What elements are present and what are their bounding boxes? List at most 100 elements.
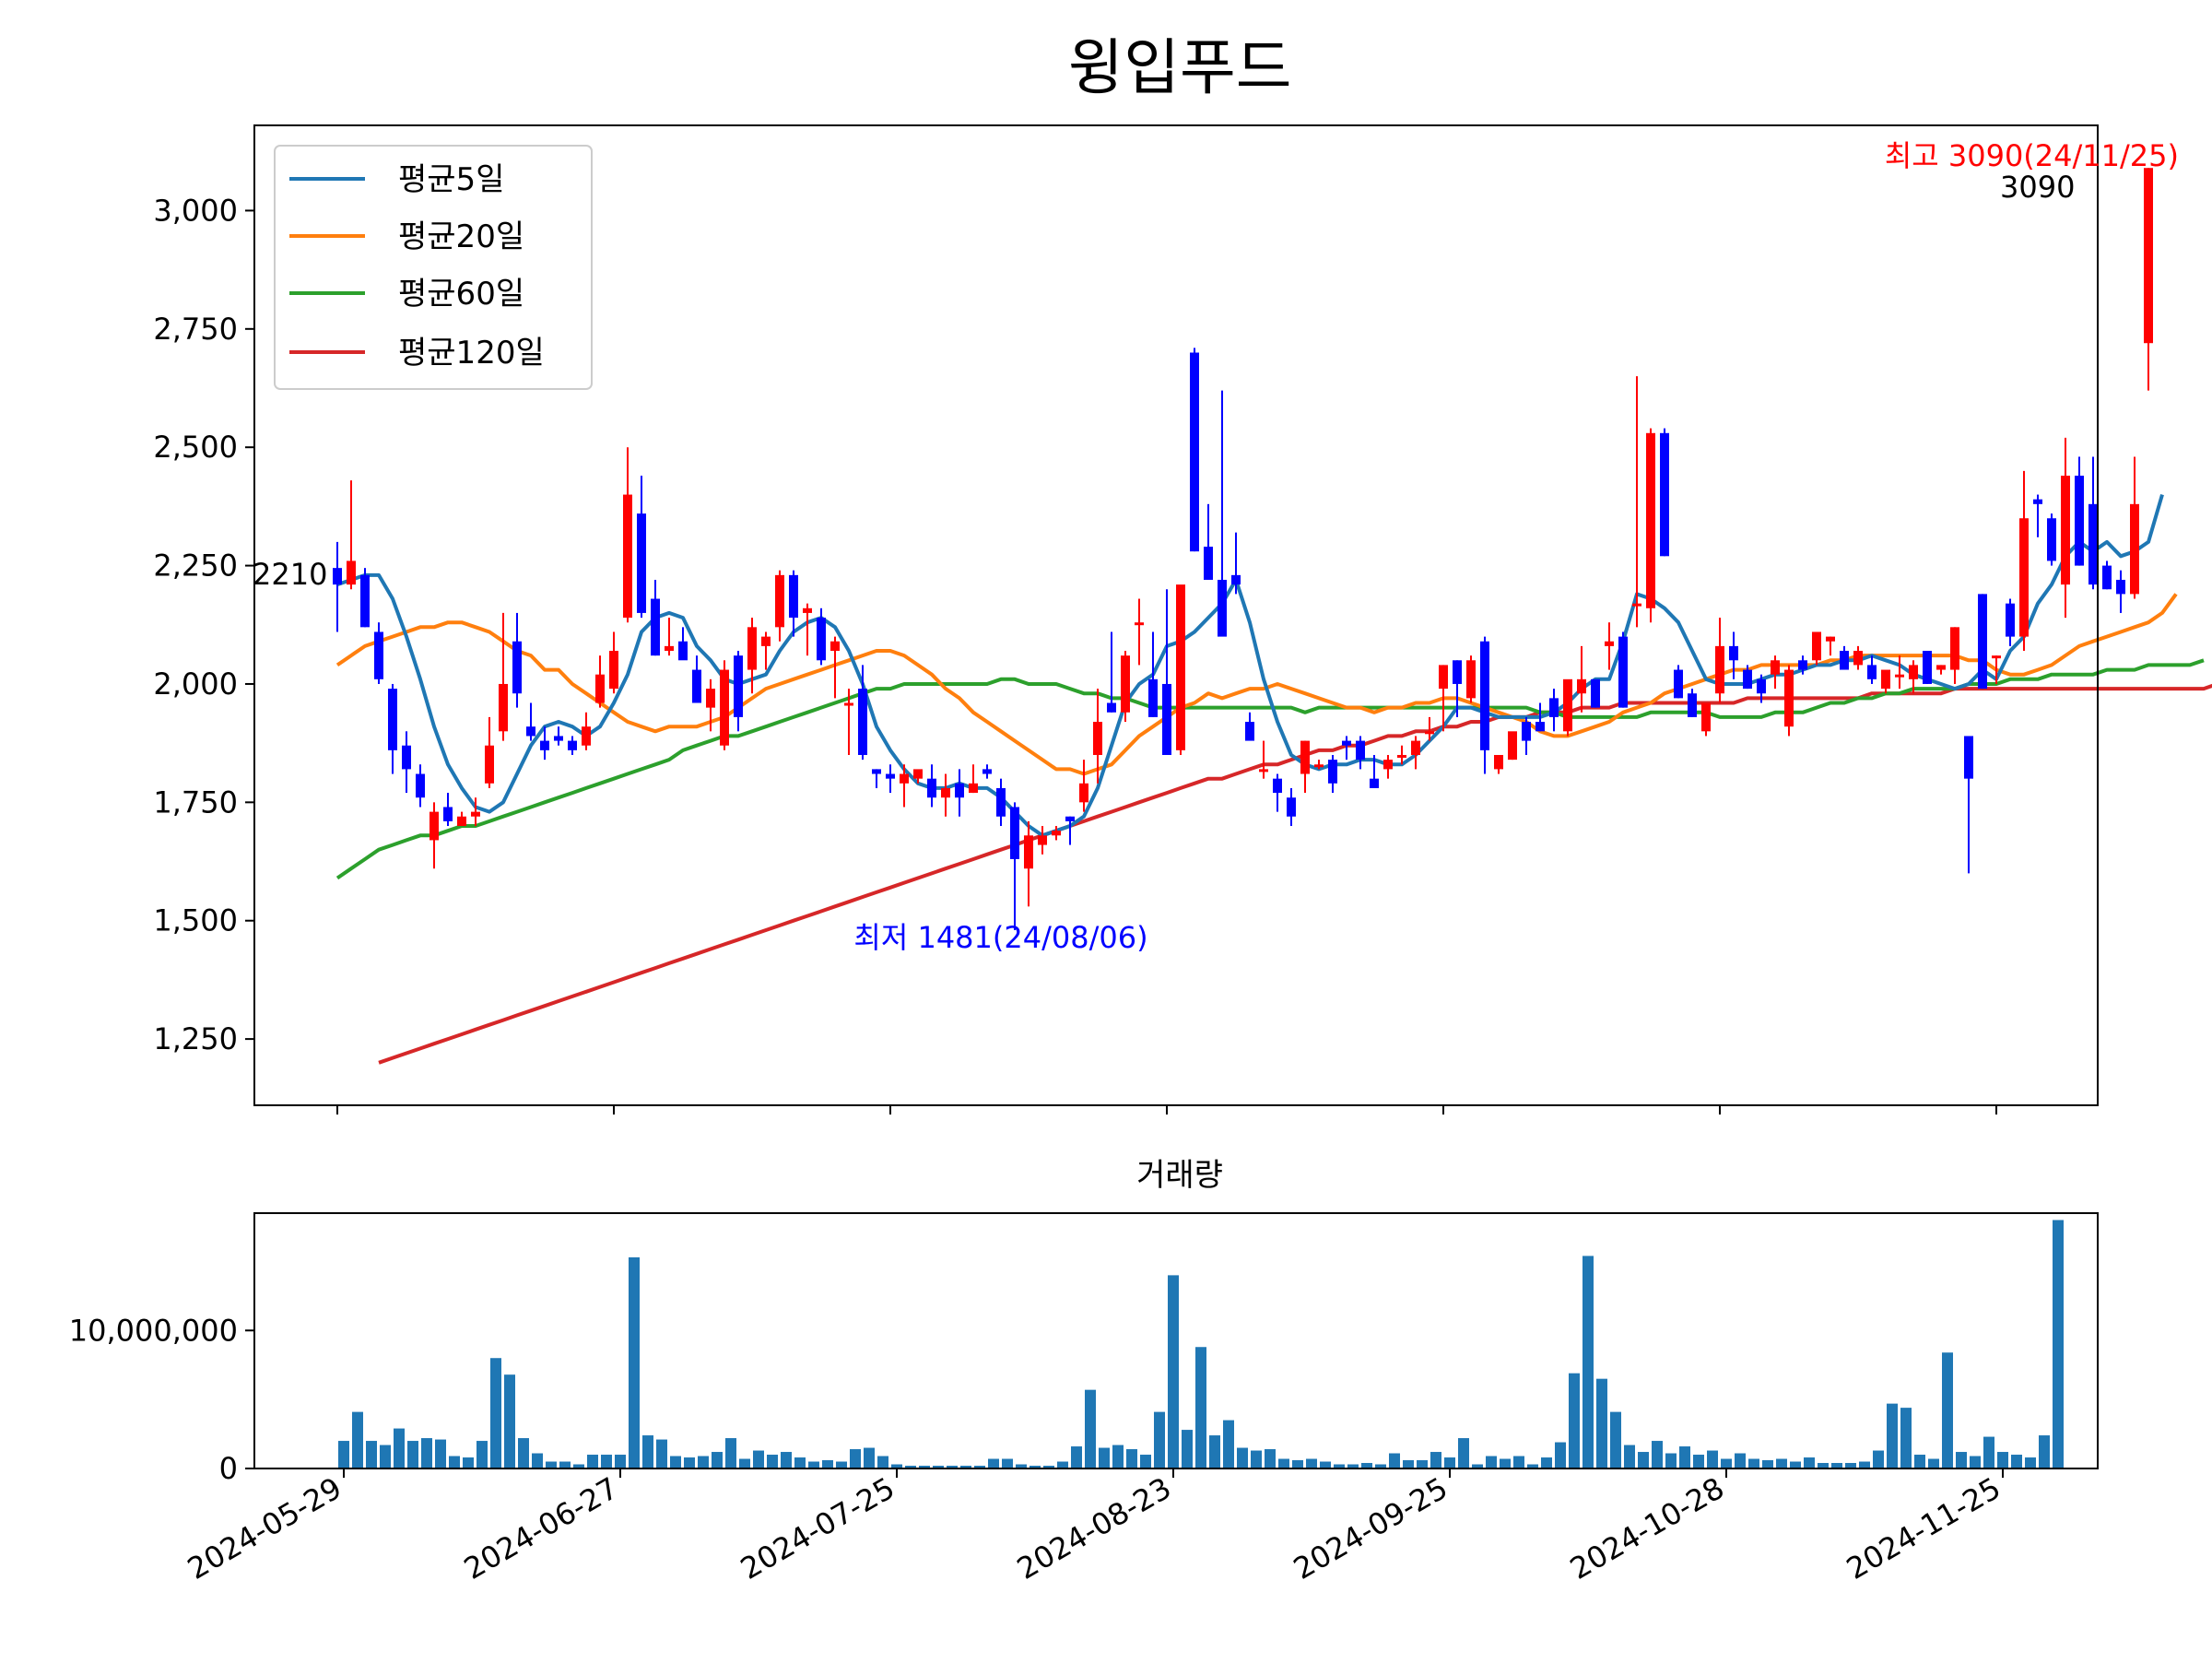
candle xyxy=(1453,660,1462,717)
volume-bar xyxy=(1154,1411,1165,1468)
candle xyxy=(830,636,840,699)
volume-bar xyxy=(905,1466,916,1468)
candle xyxy=(2075,456,2084,566)
candle-body xyxy=(1190,352,1199,552)
volume-bar xyxy=(767,1455,778,1468)
volume-bar xyxy=(366,1441,377,1468)
candle xyxy=(1978,594,1987,690)
candle-body xyxy=(347,560,356,585)
candle xyxy=(623,447,632,623)
candle xyxy=(416,764,425,808)
candle-body xyxy=(747,627,757,670)
candle-body xyxy=(333,568,342,585)
candle xyxy=(651,579,660,656)
candle xyxy=(969,764,978,794)
candle-body xyxy=(457,816,466,827)
price-y-tick-label: 2,000 xyxy=(153,666,238,702)
legend-entry-ma120: 평균120일 xyxy=(289,335,545,372)
volume-bar xyxy=(656,1439,667,1468)
candle-body xyxy=(706,689,715,708)
candle xyxy=(1176,584,1185,755)
volume-bar xyxy=(1403,1460,1414,1468)
candle xyxy=(1383,754,1393,779)
candle-body xyxy=(2033,499,2042,504)
candle-body xyxy=(2047,518,2056,561)
candle-body xyxy=(471,811,480,817)
volume-bar xyxy=(1665,1453,1677,1468)
candle xyxy=(1826,636,1835,656)
candle-body xyxy=(1093,722,1102,755)
candle xyxy=(1895,655,1904,690)
candle-body xyxy=(1632,603,1641,607)
candle-body xyxy=(692,669,701,703)
volume-bar xyxy=(891,1464,902,1468)
candle-body xyxy=(1135,622,1144,626)
candle-body xyxy=(554,736,563,741)
candle-body xyxy=(1895,674,1904,678)
candle-body xyxy=(1494,754,1503,770)
candle-body xyxy=(443,807,453,821)
candle-body xyxy=(1052,831,1061,836)
volume-bar xyxy=(822,1460,833,1468)
candle xyxy=(886,764,895,794)
candle-body xyxy=(1978,594,1987,690)
candle xyxy=(1093,689,1102,784)
candle xyxy=(817,607,826,666)
candle-body xyxy=(872,769,881,774)
volume-bar xyxy=(988,1458,999,1468)
svg-text:평균20일: 평균20일 xyxy=(398,218,524,255)
volume-bar xyxy=(1182,1430,1193,1468)
candle xyxy=(1674,665,1683,699)
volume-bar xyxy=(1112,1445,1124,1468)
candle-body xyxy=(1370,778,1379,788)
volume-bar xyxy=(1223,1420,1234,1468)
volume-bar xyxy=(1140,1455,1151,1468)
candle xyxy=(1411,736,1420,770)
candle xyxy=(1300,740,1310,794)
candle xyxy=(2144,168,2153,391)
candle-body xyxy=(2102,565,2112,590)
candle-body xyxy=(2019,518,2029,637)
candle xyxy=(637,476,646,619)
candle-body xyxy=(512,641,522,694)
candle xyxy=(526,702,535,741)
chart-title: 윙입푸드 xyxy=(1068,32,1292,103)
volume-bar xyxy=(421,1438,432,1468)
candle xyxy=(1148,631,1158,717)
candle-body xyxy=(1383,760,1393,770)
candle-body xyxy=(1162,683,1171,755)
candle-body xyxy=(637,513,646,613)
candle-body xyxy=(2006,603,2015,637)
candle-body xyxy=(1646,432,1655,608)
candle xyxy=(761,631,771,670)
candle-body xyxy=(1480,641,1489,750)
volume-bar xyxy=(504,1374,515,1468)
volume-bar xyxy=(1721,1458,1732,1468)
candle-body xyxy=(927,778,936,798)
volume-bar xyxy=(1071,1446,1082,1468)
volume-bar xyxy=(712,1452,723,1468)
candle-body xyxy=(720,669,729,746)
candle-body xyxy=(540,740,549,750)
candle-body xyxy=(1508,731,1517,761)
candle xyxy=(1812,631,1821,666)
volume-bar xyxy=(477,1441,488,1468)
candle xyxy=(1162,589,1171,755)
volume-bar xyxy=(933,1466,944,1468)
candle xyxy=(457,811,466,827)
volume-bar xyxy=(1361,1463,1372,1468)
candle-body xyxy=(2130,503,2139,595)
candle-body xyxy=(1107,702,1116,713)
candle xyxy=(1853,645,1863,670)
volume-bar xyxy=(1002,1458,1013,1468)
volume-bar xyxy=(947,1466,958,1468)
candle-body xyxy=(1245,722,1254,741)
candle-body xyxy=(1453,660,1462,684)
volume-bars xyxy=(338,1220,2064,1468)
volume-y-tick-label: 10,000,000 xyxy=(69,1313,238,1348)
candle xyxy=(1494,754,1503,774)
legend-entry-ma20: 평균20일 xyxy=(289,218,524,255)
candle xyxy=(554,726,563,746)
volume-bar xyxy=(435,1439,446,1468)
